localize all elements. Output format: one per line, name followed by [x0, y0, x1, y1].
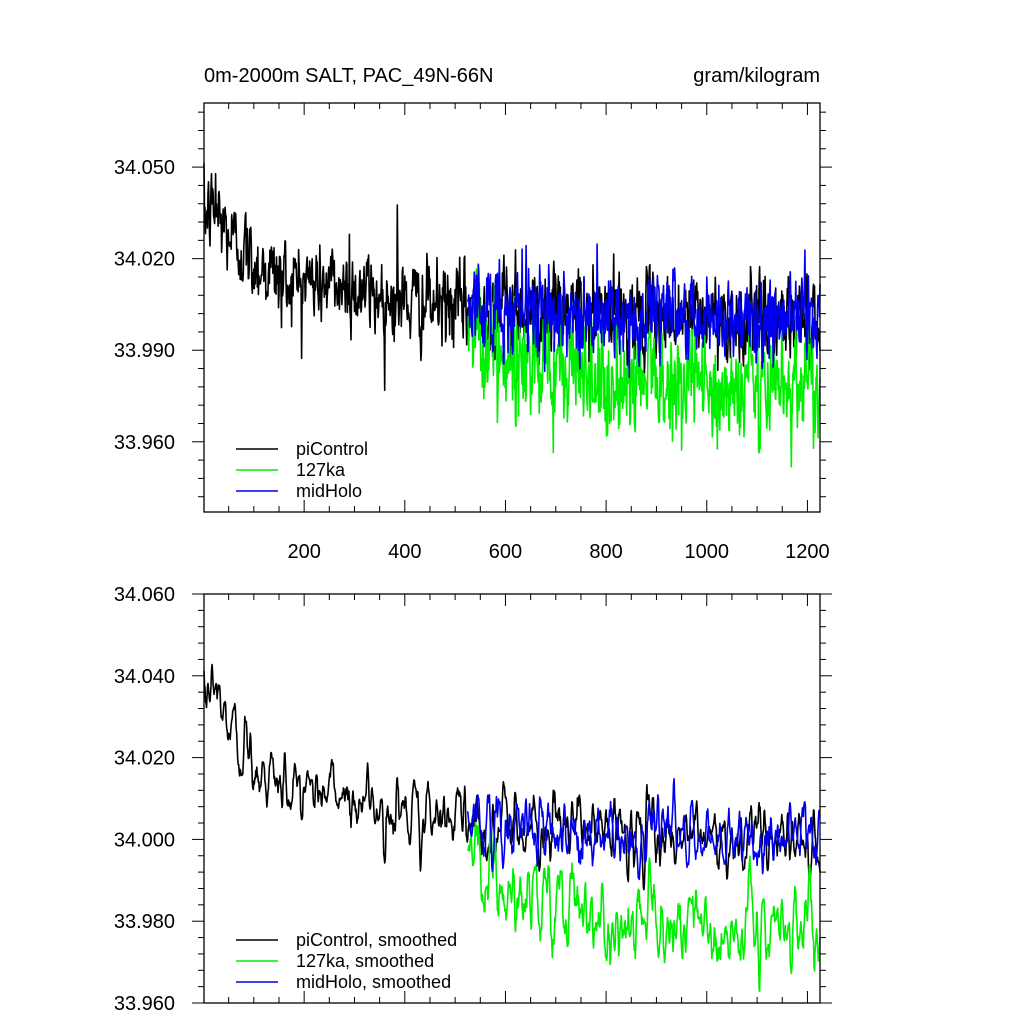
y-tick-label: 34.060: [114, 584, 175, 606]
legend-label: piControl, smoothed: [296, 930, 457, 950]
x-tick-label: 800: [589, 541, 622, 563]
series-line-picontrol-smoothed: [203, 663, 821, 891]
x-tick-label: 1200: [785, 541, 830, 563]
y-tick-label: 34.020: [114, 748, 175, 770]
bottom-panel: 34.060 34.040 34.020 34.000 33.980 33.960 piCo…: [114, 584, 832, 1015]
y-tick-label: 33.980: [114, 911, 175, 933]
x-tick-label: 200: [287, 541, 320, 563]
legend-label: 127ka: [296, 460, 346, 480]
top-panel: 200 400 600 800 1000 1200 34.050 34.020 33.990 33…: [114, 102, 832, 563]
plot-frame: [203, 593, 821, 1004]
y-tick-label: 33.960: [114, 432, 175, 454]
y-tick-label: 34.020: [114, 249, 175, 271]
series-line-127ka: [466, 268, 821, 468]
series-line-midholo: [466, 243, 821, 379]
y-tick-label: 34.000: [114, 829, 175, 851]
y-tick-label: 33.990: [114, 340, 175, 362]
y-tick-label: 34.050: [114, 157, 175, 179]
legend-label: piControl: [296, 439, 368, 459]
x-tick-label: 400: [388, 541, 421, 563]
legend-label: midHolo, smoothed: [296, 972, 451, 992]
legend-label: midHolo: [296, 481, 362, 501]
x-tick-label: 600: [489, 541, 522, 563]
x-tick-label: 1000: [685, 541, 730, 563]
series-line-midholo-smoothed: [466, 778, 821, 881]
y-tick-label: 33.960: [114, 993, 175, 1015]
series-line-127ka-smoothed: [466, 817, 821, 993]
chart-title: 0m-2000m SALT, PAC_49N-66N: [204, 65, 493, 87]
y-tick-label: 34.040: [114, 666, 175, 688]
legend-label: 127ka, smoothed: [296, 951, 434, 971]
plot-frame: [203, 102, 821, 513]
units-label: gram/kilogram: [693, 65, 820, 87]
